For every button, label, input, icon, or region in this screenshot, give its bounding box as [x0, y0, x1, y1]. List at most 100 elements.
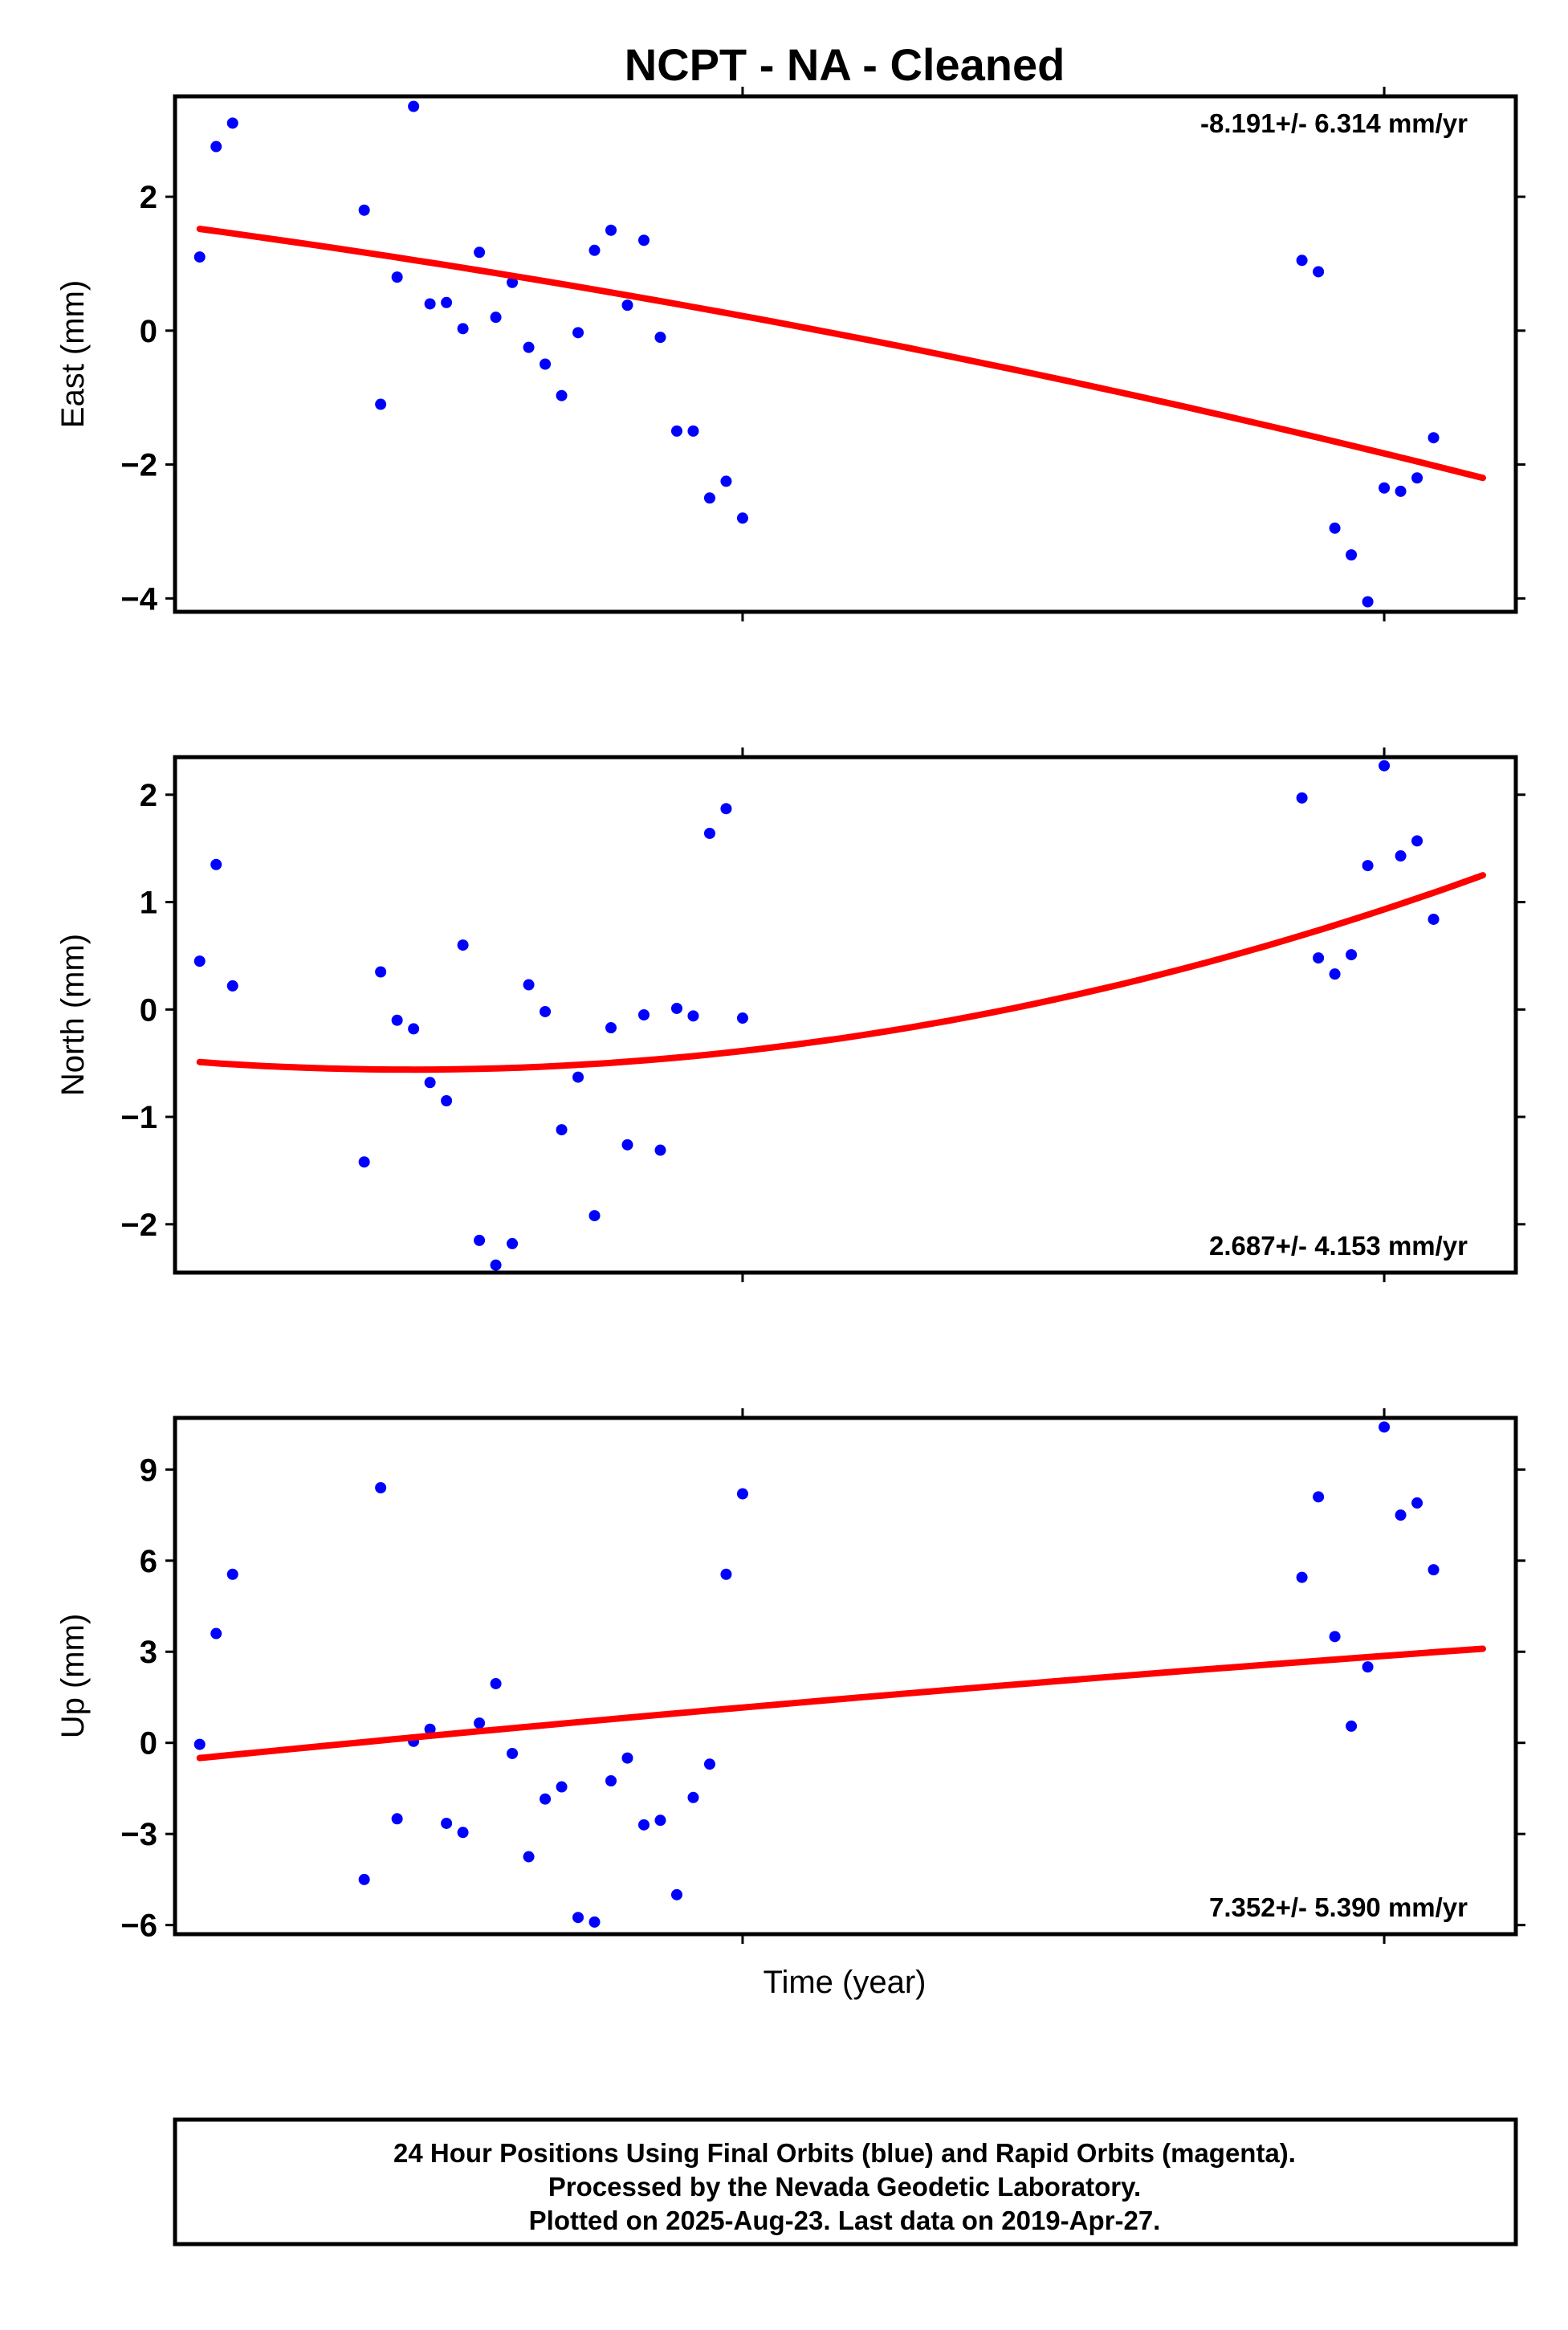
up-data-point [210, 1627, 222, 1640]
north-data-point [1427, 913, 1440, 925]
east-data-point [358, 204, 370, 216]
up-data-point [457, 1827, 469, 1839]
east-data-point [1313, 266, 1325, 278]
north-fit-line [196, 872, 1486, 1073]
north-data-point [441, 1095, 453, 1106]
north-data-point [210, 858, 222, 870]
east-data-point [637, 234, 650, 246]
up-data-point [687, 1791, 699, 1803]
north-data-point [703, 827, 715, 839]
east-data-point [736, 512, 748, 524]
east-data-point [670, 425, 682, 437]
up-data-point [720, 1568, 732, 1580]
north-data-point [687, 1010, 699, 1022]
up-data-point [226, 1568, 238, 1580]
north-data-point [193, 955, 206, 967]
east-fit-line [196, 226, 1486, 482]
north-data-point [408, 1023, 420, 1035]
north-data-point [1296, 792, 1308, 804]
north-data-point [572, 1071, 584, 1083]
north-data-point [474, 1234, 486, 1246]
up-data-point [441, 1817, 453, 1829]
panels: −4 −2 0 2 East (mm) -8.191+/- 6.314 mm/yr −2 −1… [55, 87, 1525, 1944]
up-panel: −6 −3 0 3 6 9 Up (mm) 7.352+/- 5.390 mm/yr [55, 1408, 1525, 1944]
north-data-point [424, 1077, 436, 1089]
north-y-axis-label: North (mm) [55, 934, 91, 1096]
north-data-point [391, 1014, 403, 1026]
up-data-point [507, 1747, 519, 1759]
up-data-point [1346, 1720, 1358, 1732]
east-data-point [572, 327, 584, 339]
east-data-point [1346, 549, 1358, 561]
caption-line-1: 24 Hour Positions Using Final Orbits (bl… [393, 2138, 1296, 2168]
east-data-point [687, 425, 699, 437]
up-data-point [736, 1488, 748, 1500]
east-data-point [654, 332, 666, 344]
up-data-point [637, 1819, 650, 1831]
north-data-point [1346, 949, 1358, 961]
east-data [193, 100, 1486, 608]
east-data-point [507, 276, 519, 288]
north-frame [173, 755, 1518, 1275]
east-data-point [1427, 432, 1440, 444]
north-data [193, 760, 1486, 1271]
up-rate-label: 7.352+/- 5.390 mm/yr [1209, 1892, 1468, 1922]
east-data-point [375, 398, 387, 410]
north-ytick-label: −1 [120, 1100, 157, 1135]
up-frame [173, 1416, 1518, 1937]
north-data-point [589, 1210, 601, 1222]
caption-frame [173, 2117, 1518, 2246]
up-data-point [523, 1851, 535, 1863]
east-data-point [457, 323, 469, 335]
up-data-point [193, 1738, 206, 1750]
up-data-point [654, 1815, 666, 1827]
up-data-point [621, 1752, 633, 1764]
east-data-point [720, 475, 732, 487]
up-data-point [474, 1717, 486, 1729]
east-frame [173, 94, 1518, 614]
up-data-point [1395, 1509, 1407, 1521]
east-data-point [1362, 596, 1374, 608]
north-data-point [523, 979, 535, 991]
north-ytick-label: 2 [140, 778, 157, 813]
north-data-point [490, 1259, 502, 1271]
north-data-point [226, 980, 238, 992]
east-data-point [441, 296, 453, 308]
north-data-point [507, 1237, 519, 1249]
up-data-point [1427, 1564, 1440, 1576]
up-data-point [424, 1723, 436, 1735]
north-data-point [1313, 952, 1325, 964]
up-data-point [670, 1888, 682, 1900]
up-data-point [391, 1813, 403, 1825]
east-data-point [424, 298, 436, 310]
east-ytick-label: −4 [120, 581, 157, 617]
up-y-axis-label: Up (mm) [55, 1614, 91, 1739]
caption-box: 24 Hour Positions Using Final Orbits (bl… [173, 2117, 1518, 2246]
up-data-point [1411, 1497, 1423, 1509]
east-data-point [1395, 485, 1407, 497]
north-data-point [358, 1156, 370, 1168]
east-data-point [621, 299, 633, 312]
east-data-point [474, 246, 486, 259]
north-data-point [540, 1005, 552, 1017]
north-data-point [720, 803, 732, 815]
east-data-point [1296, 255, 1308, 267]
north-data-point [654, 1144, 666, 1156]
north-data-point [1362, 860, 1374, 872]
up-data-point [1379, 1421, 1391, 1433]
up-ytick-label: 6 [140, 1544, 157, 1579]
north-data-point [1329, 968, 1341, 980]
east-ytick-label: 0 [140, 314, 157, 349]
up-ytick-label: −3 [120, 1817, 157, 1852]
up-data-point [375, 1481, 387, 1493]
north-data-point [457, 939, 469, 951]
up-data-point [556, 1781, 568, 1793]
up-data-point [1296, 1571, 1308, 1583]
north-ytick-label: −2 [120, 1208, 157, 1243]
north-data-point [1379, 760, 1391, 772]
x-axis-label: Time (year) [764, 1965, 927, 2000]
up-data-point [1329, 1631, 1341, 1643]
east-rate-label: -8.191+/- 6.314 mm/yr [1200, 108, 1468, 138]
north-ytick-label: 0 [140, 992, 157, 1028]
up-data-point [605, 1774, 617, 1786]
